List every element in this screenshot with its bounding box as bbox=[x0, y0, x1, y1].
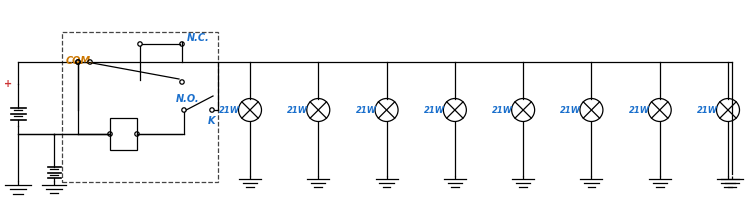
Text: 21W: 21W bbox=[492, 106, 513, 115]
Text: 21W: 21W bbox=[629, 106, 650, 115]
Text: 21W: 21W bbox=[288, 106, 309, 115]
Text: COM.: COM. bbox=[66, 56, 95, 66]
Text: 21W: 21W bbox=[424, 106, 445, 115]
Text: K: K bbox=[208, 115, 215, 125]
Bar bbox=[110, 118, 137, 150]
Text: +: + bbox=[4, 79, 12, 89]
Text: 21W: 21W bbox=[560, 106, 581, 115]
Text: 21W: 21W bbox=[697, 106, 718, 115]
Text: N.O.: N.O. bbox=[176, 94, 199, 103]
Text: 21W: 21W bbox=[219, 106, 240, 115]
Text: 21W: 21W bbox=[356, 106, 376, 115]
Text: N.C.: N.C. bbox=[187, 33, 210, 43]
